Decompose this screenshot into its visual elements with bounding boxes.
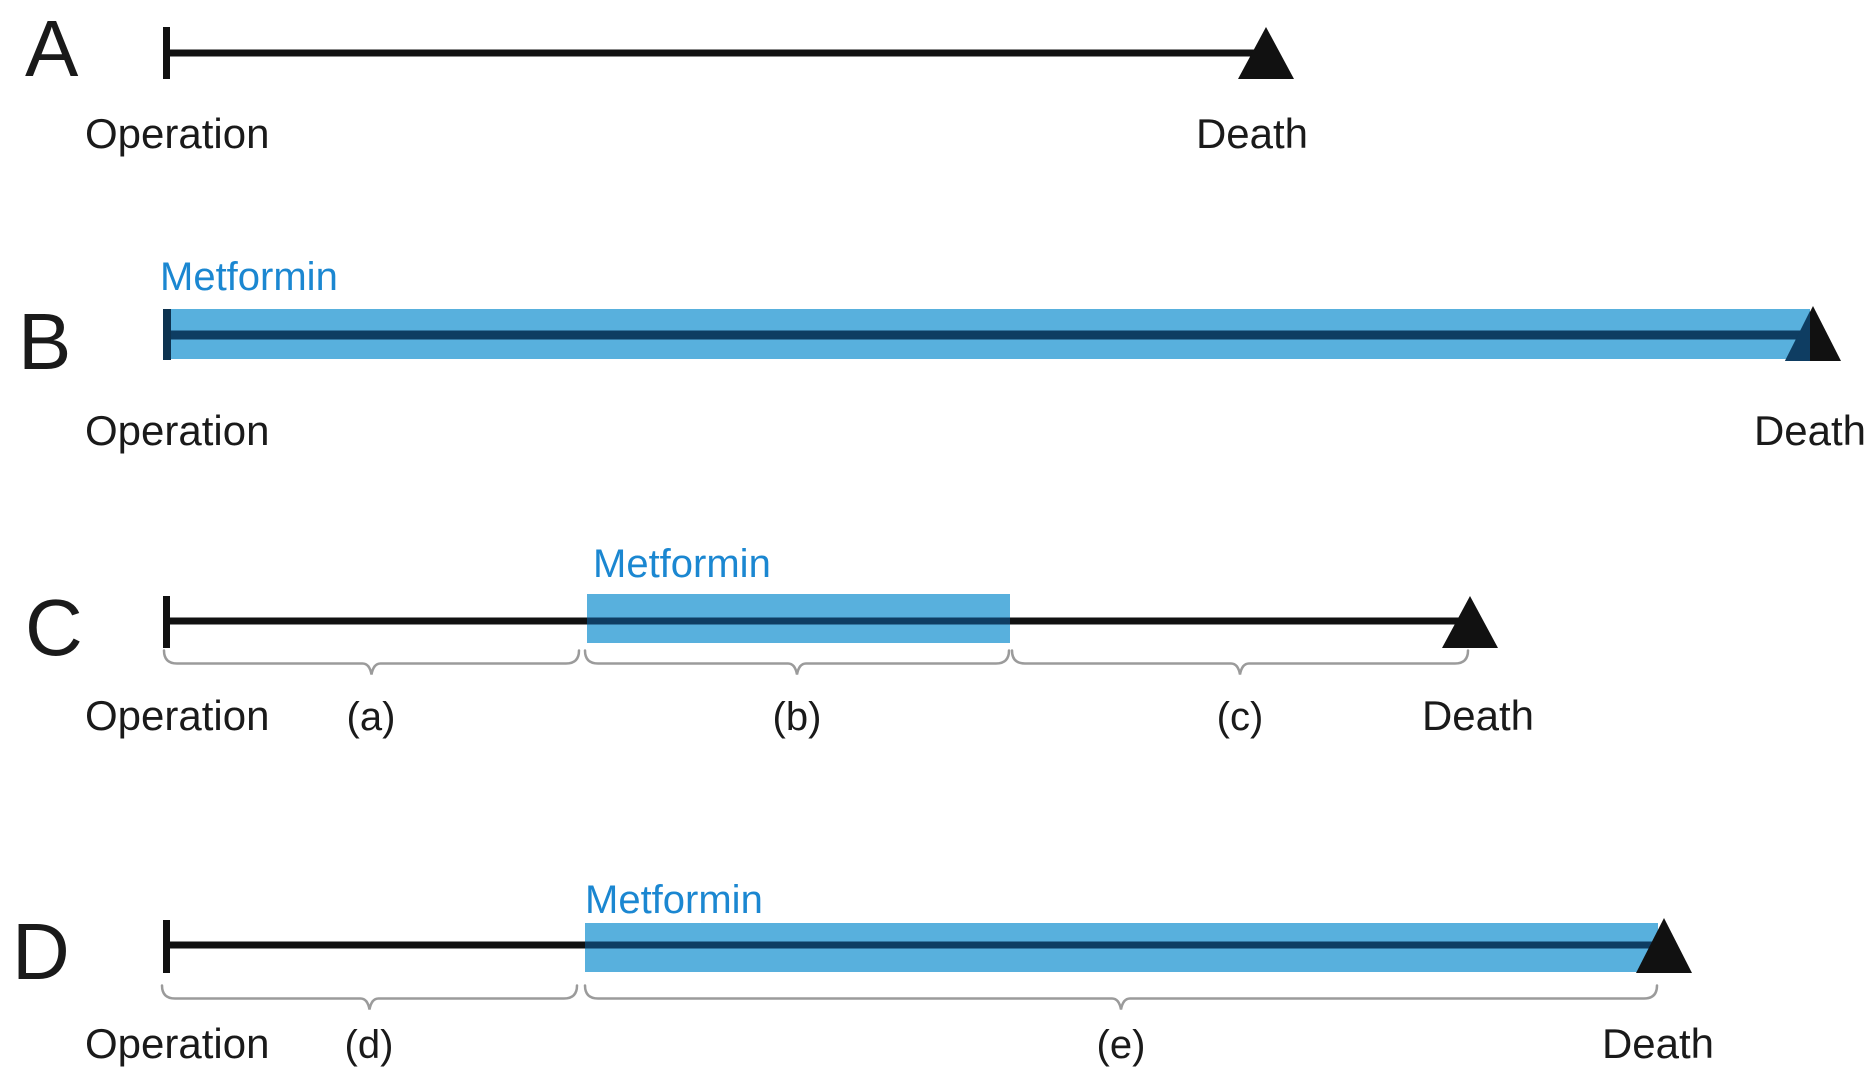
panel-c-letter: C [25,583,83,672]
death-label: Death [1196,110,1308,157]
segment-e-bracket [583,984,1659,1010]
segment-a-label: (a) [347,695,396,739]
death-triangle-icon [1636,918,1692,973]
operation-tick [163,27,170,79]
panel-a: A Operation Death [25,4,1308,157]
operation-tick [163,920,170,973]
panel-b: B Metformin Operation Death [18,255,1866,454]
segment-a-bracket [162,649,581,675]
death-label: Death [1602,1020,1714,1067]
death-triangle-icon [1442,596,1498,648]
segment-c-bracket [1010,649,1470,675]
segment-d-label: (d) [345,1023,394,1067]
operation-label: Operation [85,407,269,454]
operation-tick [163,596,170,648]
metformin-label: Metformin [593,542,771,586]
panel-c: C Metformin Operation (a) (b) (c) Death [25,542,1534,739]
segment-d-bracket [160,984,579,1010]
panel-b-letter: B [18,297,71,386]
death-triangle-band-overlap [1785,311,1810,361]
operation-label: Operation [85,1020,269,1067]
death-triangle-icon [1238,27,1294,79]
panel-a-letter: A [25,4,79,93]
panel-d-letter: D [12,907,70,996]
timeline-line-in-band [587,617,1010,625]
operation-label: Operation [85,692,269,739]
metformin-label: Metformin [585,878,763,922]
segment-b-label: (b) [773,695,822,739]
timeline-line [164,330,1810,340]
panel-d: D Metformin Operation (d) (e) Death [12,878,1714,1067]
segment-e-label: (e) [1097,1023,1146,1067]
timeline-line-in-band [585,941,1658,949]
segment-c-label: (c) [1217,695,1264,739]
death-label: Death [1422,692,1534,739]
timeline-line [167,49,1263,57]
segment-b-bracket [583,649,1011,675]
operation-label: Operation [85,110,269,157]
operation-tick [163,309,171,360]
death-label: Death [1754,407,1866,454]
metformin-label: Metformin [160,255,338,299]
